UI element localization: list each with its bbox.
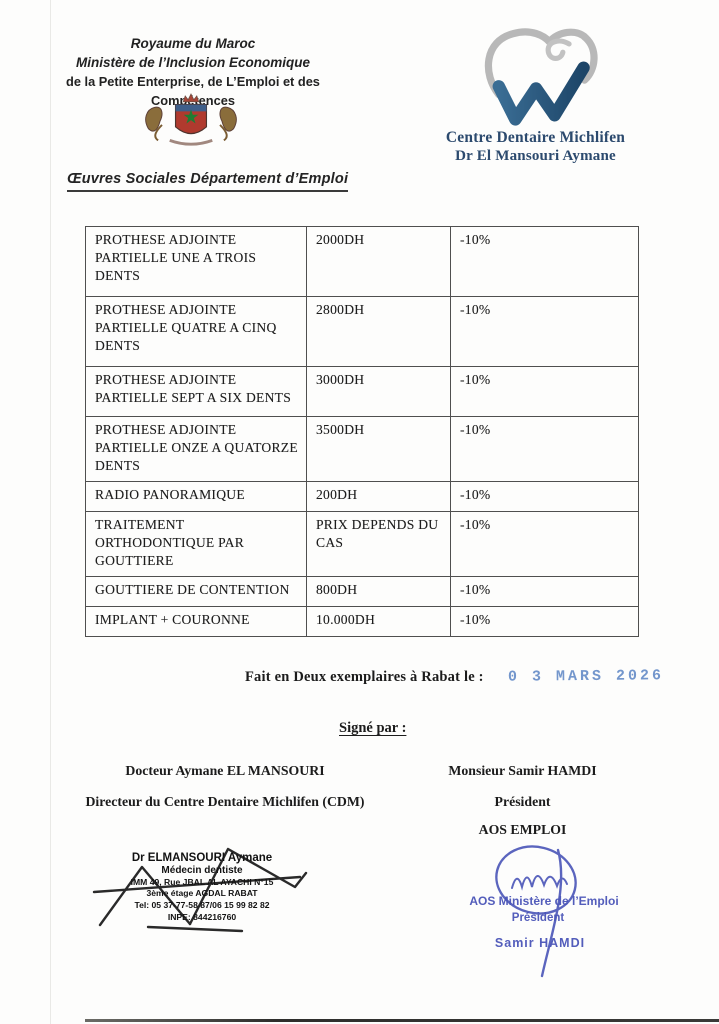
signer-left-block: Docteur Aymane EL MANSOURI Directeur du … — [55, 763, 395, 810]
table-row: IMPLANT + COURONNE 10.000DH -10% — [85, 606, 639, 637]
service-cell: TRAITEMENT ORTHODONTIQUE PAR GOUTTIERE — [85, 511, 307, 577]
aos-stamp-line: AOS Ministère de l’Emploi — [469, 894, 618, 908]
service-cell: GOUTTIERE DE CONTENTION — [85, 576, 307, 607]
table-row: PROTHESE ADJOINTE PARTIELLE UNE A TROIS … — [85, 226, 639, 297]
price-cell: 2000DH — [306, 226, 451, 297]
signer-right-block: Monsieur Samir HAMDI Président AOS EMPLO… — [415, 763, 630, 838]
service-cell: PROTHESE ADJOINTE PARTIELLE QUATRE A CIN… — [85, 296, 307, 367]
clinic-logo-block: Centre Dentaire Michlifen Dr El Mansouri… — [428, 24, 643, 166]
doctor-stamp-line: IMM 49, Rue JBAL AL AYACHI N°15 — [131, 877, 274, 887]
service-cell: RADIO PANORAMIQUE — [85, 481, 307, 512]
aos-stamp: AOS Ministère de l’Emploi Président Sami… — [469, 845, 619, 978]
aos-stamp-line: Président — [512, 912, 565, 924]
services-price-table: PROTHESE ADJOINTE PARTIELLE UNE A TROIS … — [85, 226, 639, 637]
signature-loop-icon — [495, 845, 577, 978]
aos-stamp-line: Samir HAMDI — [495, 936, 585, 950]
table-row: PROTHESE ADJOINTE PARTIELLE QUATRE A CIN… — [85, 296, 639, 367]
price-cell: 3500DH — [306, 416, 451, 482]
signe-par-label: Signé par : — [339, 720, 407, 736]
discount-cell: -10% — [450, 366, 639, 417]
service-cell: PROTHESE ADJOINTE PARTIELLE ONZE A QUATO… — [85, 416, 307, 482]
doctor-stamp-line: Médecin dentiste — [161, 865, 243, 876]
doctor-stamp-line: Tel: 05 37-77-58 87/06 15 99 82 82 — [134, 900, 269, 910]
service-cell: IMPLANT + COURONNE — [85, 606, 307, 637]
table-row: RADIO PANORAMIQUE 200DH -10% — [85, 481, 639, 512]
signer-left-name: Docteur Aymane EL MANSOURI — [125, 763, 325, 778]
table-row: PROTHESE ADJOINTE PARTIELLE ONZE A QUATO… — [85, 416, 639, 482]
tooth-w-logo-icon — [484, 28, 598, 126]
discount-cell: -10% — [450, 296, 639, 367]
price-cell: 2800DH — [306, 296, 451, 367]
fait-a-rabat-line: Fait en Deux exemplaires à Rabat le : — [245, 669, 484, 685]
price-cell: PRIX DEPENDS DU CAS — [306, 511, 451, 577]
table-row: GOUTTIERE DE CONTENTION 800DH -10% — [85, 576, 639, 607]
ministry-line: Ministère de l’Inclusion Economique — [75, 55, 311, 70]
signer-left-title: Directeur du Centre Dentaire Michlifen (… — [85, 794, 365, 809]
price-cell: 3000DH — [306, 366, 451, 417]
price-cell: 200DH — [306, 481, 451, 512]
signer-right-org: AOS EMPLOI — [478, 822, 567, 837]
price-cell: 10.000DH — [306, 606, 451, 637]
ministry-line: Royaume du Maroc — [130, 36, 256, 51]
doctor-stamp-line: INPE: 844216760 — [168, 912, 237, 922]
date-stamp: 0 3 MARS 2026 — [507, 667, 665, 686]
clinic-doctor-name: Dr El Mansouri Aymane — [455, 148, 616, 164]
table-row: PROTHESE ADJOINTE PARTIELLE SEPT A SIX D… — [85, 366, 639, 417]
discount-cell: -10% — [450, 416, 639, 482]
scan-edge-artifact — [50, 0, 51, 1024]
service-cell: PROTHESE ADJOINTE PARTIELLE UNE A TROIS … — [85, 226, 307, 297]
doctor-stamp-line: 3ème étage AGDAL RABAT — [146, 888, 258, 898]
discount-cell: -10% — [450, 481, 639, 512]
morocco-coat-of-arms-icon — [145, 93, 237, 146]
clinic-name: Centre Dentaire Michlifen — [445, 129, 626, 146]
service-cell: PROTHESE ADJOINTE PARTIELLE SEPT A SIX D… — [85, 366, 307, 417]
signer-right-title: Président — [494, 794, 551, 809]
signature-scribble-icon — [92, 847, 308, 933]
section-title: Œuvres Sociales Département d’Emploi — [67, 171, 349, 192]
discount-cell: -10% — [450, 576, 639, 607]
discount-cell: -10% — [450, 226, 639, 297]
doctor-stamp: Dr ELMANSOURI Aymane Médecin dentiste IM… — [92, 847, 308, 933]
table-row: TRAITEMENT ORTHODONTIQUE PAR GOUTTIERE P… — [85, 511, 639, 577]
discount-cell: -10% — [450, 511, 639, 577]
signer-right-name: Monsieur Samir HAMDI — [448, 763, 597, 778]
scan-edge-artifact — [85, 1019, 719, 1022]
price-cell: 800DH — [306, 576, 451, 607]
discount-cell: -10% — [450, 606, 639, 637]
